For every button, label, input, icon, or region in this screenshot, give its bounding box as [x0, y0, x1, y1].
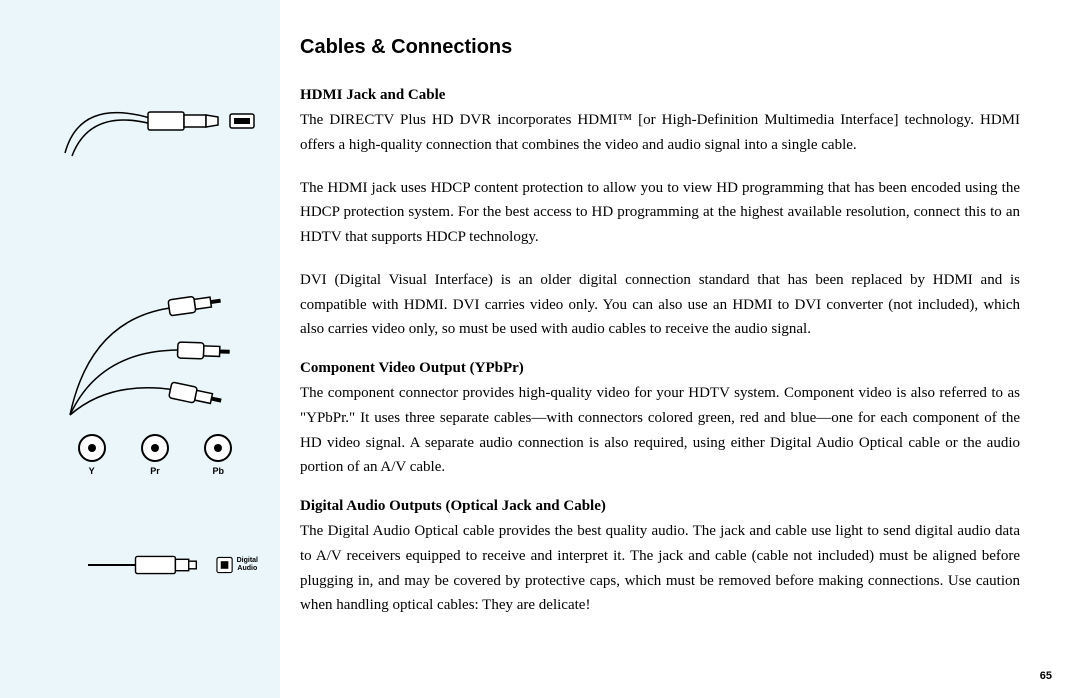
hdmi-cable-icon: [60, 88, 260, 158]
illustration-sidebar: Y Pr Pb: [0, 0, 280, 698]
section-title: Cables & Connections: [300, 36, 1020, 59]
hdmi-paragraph-2: The HDMI jack uses HDCP content protecti…: [300, 176, 1020, 250]
page-number: 65: [1040, 670, 1052, 682]
content-column: Cables & Connections HDMI Jack and Cable…: [280, 0, 1080, 698]
jack-y: Y: [78, 434, 106, 476]
jack-pr-label: Pr: [150, 466, 160, 476]
jack-pb: Pb: [204, 434, 232, 476]
optical-label-line1: Digital: [237, 557, 258, 565]
component-jack-row: Y Pr Pb: [60, 434, 250, 476]
jack-circle-icon: [78, 434, 106, 462]
page-root: Y Pr Pb: [0, 0, 1080, 698]
jack-pb-label: Pb: [213, 466, 225, 476]
hdmi-cable-illustration: [60, 88, 260, 158]
component-cable-illustration: Y Pr Pb: [60, 280, 250, 476]
jack-pr: Pr: [141, 434, 169, 476]
optical-jack-label: Digital Audio: [237, 557, 258, 572]
component-paragraph-1: The component connector provides high-qu…: [300, 381, 1020, 480]
digital-audio-heading: Digital Audio Outputs (Optical Jack and …: [300, 498, 1020, 515]
component-cable-icon: [60, 280, 250, 420]
hdmi-paragraph-3: DVI (Digital Visual Interface) is an old…: [300, 268, 1020, 342]
optical-cable-icon: [88, 550, 212, 580]
hdmi-heading: HDMI Jack and Cable: [300, 87, 1020, 104]
optical-jack-icon: [216, 556, 233, 574]
jack-y-label: Y: [89, 466, 95, 476]
digital-audio-paragraph-1: The Digital Audio Optical cable provides…: [300, 519, 1020, 618]
component-heading: Component Video Output (YPbPr): [300, 360, 1020, 377]
jack-circle-icon: [204, 434, 232, 462]
optical-cable-illustration: Digital Audio: [88, 550, 258, 580]
hdmi-paragraph-1: The DIRECTV Plus HD DVR incorporates HDM…: [300, 108, 1020, 158]
optical-label-line2: Audio: [237, 565, 258, 573]
jack-circle-icon: [141, 434, 169, 462]
